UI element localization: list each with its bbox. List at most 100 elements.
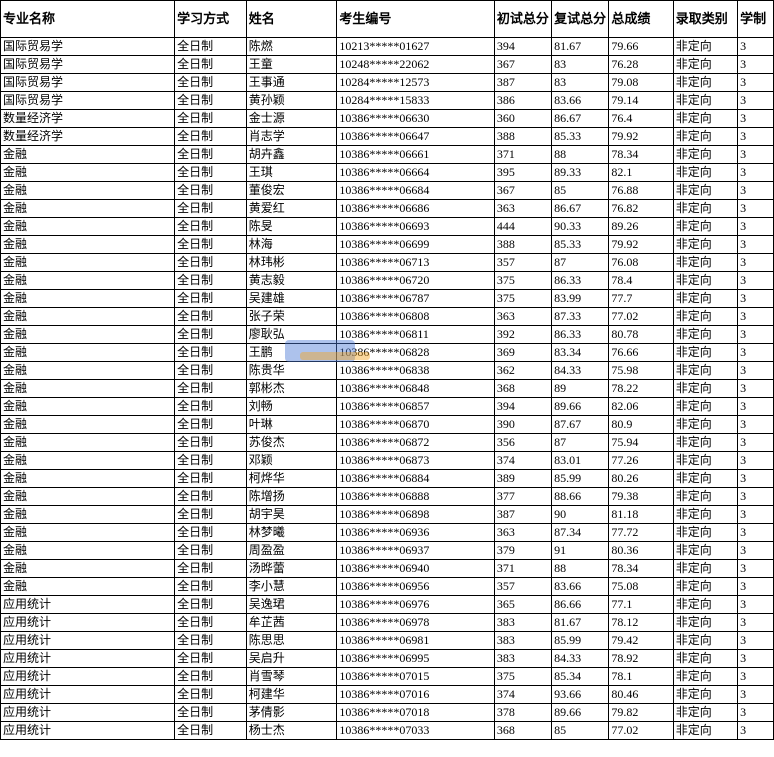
- cell: 全日制: [175, 470, 247, 488]
- cell: 全日制: [175, 380, 247, 398]
- cell: 非定向: [673, 272, 737, 290]
- cell: 86.66: [552, 596, 609, 614]
- cell: 全日制: [175, 398, 247, 416]
- cell: 88: [552, 560, 609, 578]
- table-row: 应用统计全日制肖雪琴10386*****0701537585.3478.1非定向…: [1, 668, 774, 686]
- cell: 肖志学: [246, 128, 337, 146]
- cell: 83.34: [552, 344, 609, 362]
- cell: 3: [738, 56, 774, 74]
- table-row: 金融全日制刘畅10386*****0685739489.6682.06非定向3: [1, 398, 774, 416]
- cell: 3: [738, 164, 774, 182]
- cell: 87.34: [552, 524, 609, 542]
- cell: 全日制: [175, 56, 247, 74]
- cell: 金融: [1, 308, 175, 326]
- cell: 78.92: [609, 650, 673, 668]
- cell: 83.99: [552, 290, 609, 308]
- cell: 非定向: [673, 560, 737, 578]
- col-header-4: 初试总分: [494, 1, 551, 38]
- cell: 全日制: [175, 722, 247, 740]
- cell: 89: [552, 380, 609, 398]
- cell: 371: [494, 560, 551, 578]
- cell: 79.42: [609, 632, 673, 650]
- cell: 全日制: [175, 560, 247, 578]
- cell: 全日制: [175, 632, 247, 650]
- cell: 10386*****06630: [337, 110, 494, 128]
- table-row: 金融全日制陈增扬10386*****0688837788.6679.38非定向3: [1, 488, 774, 506]
- table-row: 金融全日制廖耿弘10386*****0681139286.3380.78非定向3: [1, 326, 774, 344]
- cell: 90.33: [552, 218, 609, 236]
- cell: 83: [552, 56, 609, 74]
- table-row: 国际贸易学全日制陈燃10213*****0162739481.6779.66非定…: [1, 38, 774, 56]
- cell: 金融: [1, 398, 175, 416]
- cell: 柯烨华: [246, 470, 337, 488]
- table-row: 金融全日制柯烨华10386*****0688438985.9980.26非定向3: [1, 470, 774, 488]
- cell: 3: [738, 236, 774, 254]
- cell: 金融: [1, 164, 175, 182]
- cell: 非定向: [673, 56, 737, 74]
- cell: 85: [552, 722, 609, 740]
- cell: 全日制: [175, 668, 247, 686]
- cell: 3: [738, 416, 774, 434]
- cell: 375: [494, 272, 551, 290]
- cell: 76.08: [609, 254, 673, 272]
- cell: 10386*****06647: [337, 128, 494, 146]
- table-row: 金融全日制黄爱红10386*****0668636386.6776.82非定向3: [1, 200, 774, 218]
- cell: 3: [738, 290, 774, 308]
- cell: 10386*****06686: [337, 200, 494, 218]
- cell: 3: [738, 524, 774, 542]
- cell: 陈旻: [246, 218, 337, 236]
- cell: 非定向: [673, 110, 737, 128]
- table-row: 金融全日制李小慧10386*****0695635783.6675.08非定向3: [1, 578, 774, 596]
- cell: 刘畅: [246, 398, 337, 416]
- cell: 77.72: [609, 524, 673, 542]
- cell: 83.66: [552, 578, 609, 596]
- cell: 78.34: [609, 146, 673, 164]
- cell: 汤晔蕾: [246, 560, 337, 578]
- cell: 全日制: [175, 542, 247, 560]
- cell: 10386*****06978: [337, 614, 494, 632]
- cell: 3: [738, 362, 774, 380]
- cell: 80.36: [609, 542, 673, 560]
- cell: 郭彬杰: [246, 380, 337, 398]
- cell: 81.18: [609, 506, 673, 524]
- cell: 77.02: [609, 722, 673, 740]
- cell: 10386*****06956: [337, 578, 494, 596]
- table-row: 应用统计全日制柯建华10386*****0701637493.6680.46非定…: [1, 686, 774, 704]
- cell: 81.67: [552, 38, 609, 56]
- cell: 367: [494, 182, 551, 200]
- cell: 89.66: [552, 704, 609, 722]
- cell: 10248*****22062: [337, 56, 494, 74]
- cell: 86.33: [552, 326, 609, 344]
- cell: 应用统计: [1, 722, 175, 740]
- cell: 非定向: [673, 146, 737, 164]
- cell: 全日制: [175, 272, 247, 290]
- cell: 88.66: [552, 488, 609, 506]
- cell: 10386*****06684: [337, 182, 494, 200]
- table-row: 金融全日制吴建雄10386*****0678737583.9977.7非定向3: [1, 290, 774, 308]
- cell: 10386*****07033: [337, 722, 494, 740]
- cell: 10284*****15833: [337, 92, 494, 110]
- cell: 3: [738, 308, 774, 326]
- table-row: 金融全日制王鹏10386*****0682836983.3476.66非定向3: [1, 344, 774, 362]
- cell: 应用统计: [1, 704, 175, 722]
- cell: 应用统计: [1, 596, 175, 614]
- cell: 全日制: [175, 308, 247, 326]
- cell: 非定向: [673, 164, 737, 182]
- cell: 叶琳: [246, 416, 337, 434]
- cell: 金融: [1, 524, 175, 542]
- cell: 全日制: [175, 614, 247, 632]
- cell: 金融: [1, 578, 175, 596]
- cell: 444: [494, 218, 551, 236]
- cell: 81.67: [552, 614, 609, 632]
- cell: 78.22: [609, 380, 673, 398]
- cell: 357: [494, 578, 551, 596]
- cell: 3: [738, 146, 774, 164]
- cell: 3: [738, 272, 774, 290]
- cell: 3: [738, 704, 774, 722]
- cell: 黄孙颖: [246, 92, 337, 110]
- cell: 3: [738, 722, 774, 740]
- table-row: 金融全日制林梦曦10386*****0693636387.3477.72非定向3: [1, 524, 774, 542]
- cell: 非定向: [673, 506, 737, 524]
- cell: 王童: [246, 56, 337, 74]
- col-header-7: 录取类别: [673, 1, 737, 38]
